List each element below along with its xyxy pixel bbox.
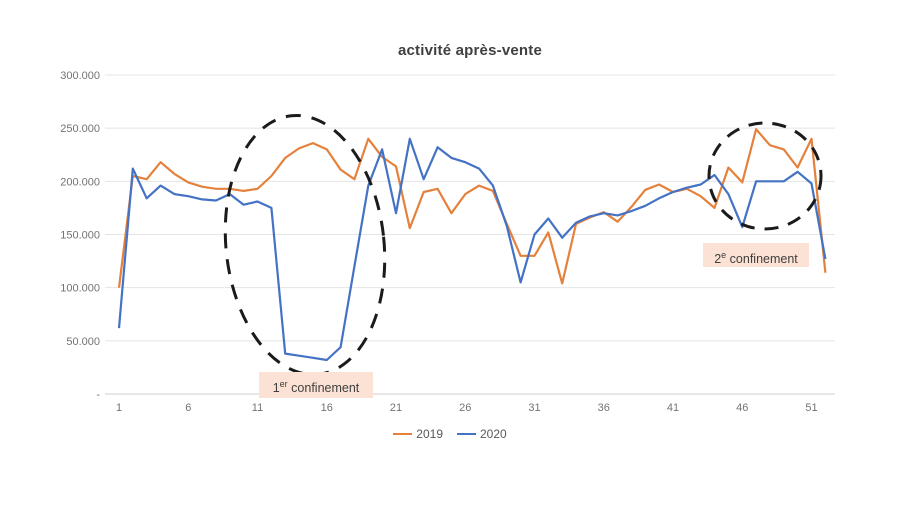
y-tick-label: 150.000: [60, 230, 100, 242]
second-lockdown-ellipse: [707, 121, 823, 231]
x-tick-label: 1: [116, 402, 122, 414]
first-lockdown-label-number: 1: [272, 381, 280, 396]
y-tick-label: 300.000: [60, 70, 100, 82]
second-lockdown-label: 2e confinement: [703, 243, 809, 267]
x-tick-label: 31: [528, 402, 540, 414]
x-tick-label: 51: [805, 402, 817, 414]
x-tick-label: 21: [390, 402, 402, 414]
x-tick-label: 46: [736, 402, 748, 414]
gridlines: [105, 74, 835, 395]
data-series: [117, 128, 827, 362]
x-tick-label: 11: [252, 402, 263, 414]
first-lockdown-label-sup: er: [279, 379, 288, 389]
legend-label-2019: 2019: [416, 427, 443, 441]
legend-item-2020: 2020: [457, 427, 507, 441]
x-tick-label: 36: [598, 402, 610, 414]
x-axis-labels: 1 6 11 16 21 26 31 36 41 46 51: [116, 402, 818, 414]
y-tick-label: 200.000: [60, 176, 100, 188]
legend-swatch-2020: [457, 432, 476, 436]
x-tick-label: 41: [667, 402, 679, 414]
y-tick-label: 250.000: [60, 123, 100, 135]
line-chart: 300.000 250.000 200.000 150.000 100.000 50.00…: [60, 70, 835, 414]
second-lockdown-label-text: confinement: [726, 252, 798, 267]
second-lockdown-label-sup: e: [721, 250, 727, 260]
second-lockdown-label-number: 2: [714, 252, 722, 267]
series-line-2019: [117, 128, 827, 288]
series-line-2020: [117, 137, 827, 362]
y-tick-label: 50.000: [66, 336, 100, 348]
x-tick-label: 16: [321, 402, 333, 414]
legend-swatch-2019: [393, 432, 413, 436]
chart-title: activité après-vente: [397, 42, 543, 59]
y-tick-label: -: [96, 389, 100, 401]
first-lockdown-label-text: confinement: [287, 381, 360, 396]
x-tick-label: 6: [185, 402, 191, 414]
y-axis-labels: 300.000 250.000 200.000 150.000 100.000 50.00…: [60, 70, 100, 401]
legend-item-2019: 2019: [393, 427, 443, 441]
y-tick-label: 100.000: [60, 283, 100, 295]
legend-label-2020: 2020: [480, 427, 507, 441]
first-lockdown-label: 1er confinement: [259, 372, 373, 398]
x-tick-label: 26: [459, 402, 471, 414]
chart-legend: 2019 2020: [0, 424, 900, 444]
